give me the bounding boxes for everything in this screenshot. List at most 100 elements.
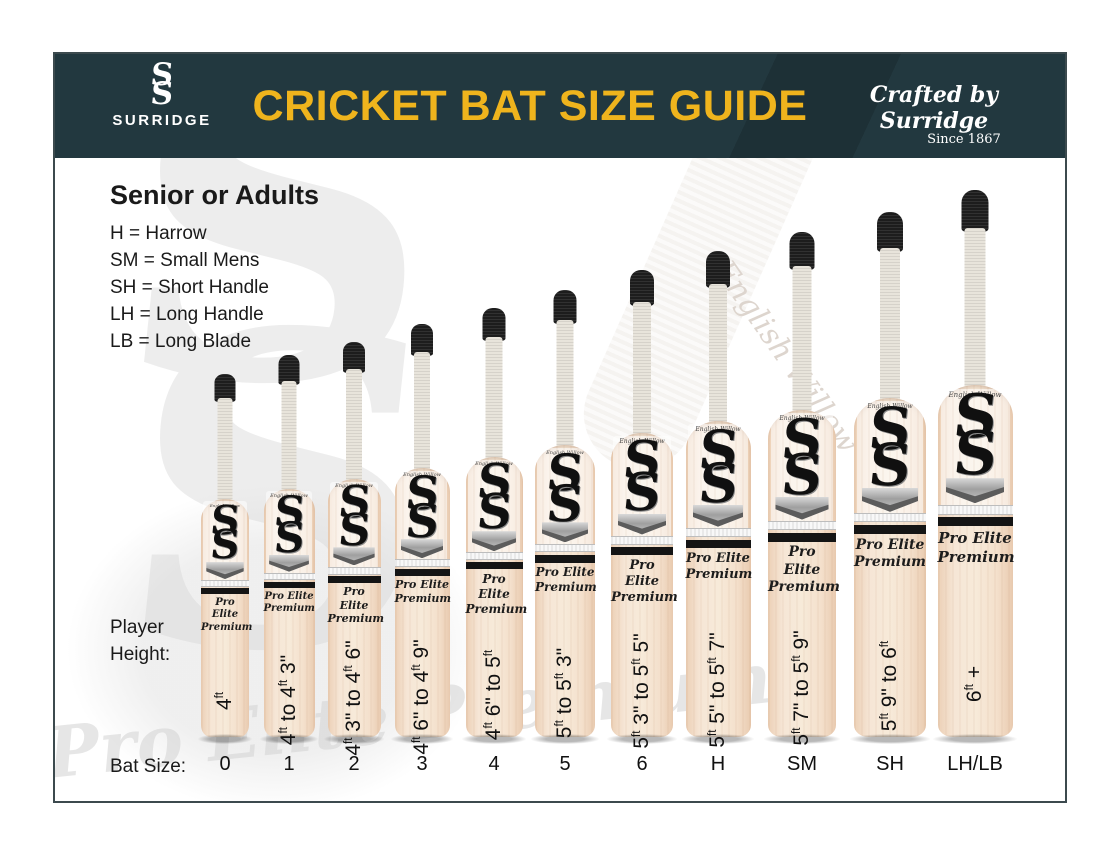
player-height-value: 6ft + bbox=[963, 666, 986, 703]
bats-illustration: English Willow S S Pro Elite Premium 4ft Engli… bbox=[55, 54, 1065, 801]
checkered-band bbox=[611, 536, 673, 546]
bat-size-4: English Willow S S Pro Elite Premium 4ft 6" t… bbox=[462, 308, 527, 744]
english-willow-text: English Willow bbox=[270, 492, 308, 499]
english-willow-text: English Willow bbox=[335, 483, 373, 490]
crafted-by-script: Crafted by Surridge bbox=[869, 82, 999, 134]
english-willow-text: English Willow bbox=[209, 502, 241, 508]
chevron-sticker-icon bbox=[945, 478, 1005, 504]
legend-item-short-handle: SH = Short Handle bbox=[110, 277, 269, 298]
player-height-value: 5ft 3" to 5ft 5" bbox=[630, 633, 653, 750]
english-willow-text: English Willow bbox=[867, 403, 913, 411]
bat-grip bbox=[553, 290, 577, 324]
bat-size-value: 3 bbox=[416, 753, 428, 775]
checkered-band bbox=[394, 559, 450, 568]
bat-blade: English Willow S S Pro Elite Premium 5ft 7" t… bbox=[768, 407, 840, 746]
bat-handle bbox=[880, 248, 900, 410]
bat-blade: English Willow S S Pro Elite Premium 6ft + bbox=[937, 382, 1015, 737]
bat-grip bbox=[343, 342, 365, 373]
bat-blade: English Willow S S Pro Elite Premium 5ft 9" t… bbox=[854, 395, 926, 737]
chevron-sticker-icon bbox=[861, 487, 919, 512]
checkered-band bbox=[263, 573, 315, 581]
bat-size-value: SM bbox=[787, 753, 817, 775]
bat-size-SM: English Willow S S Pro Elite Premium 5ft 7" t… bbox=[763, 232, 841, 746]
bat-handle bbox=[792, 266, 812, 422]
chevron-inner-icon bbox=[400, 545, 444, 559]
chevron-inner-icon bbox=[945, 487, 1005, 504]
bat-handle bbox=[346, 369, 362, 491]
bat-size-value: 6 bbox=[636, 753, 648, 775]
player-height-value: 5ft to 5ft 3" bbox=[553, 648, 576, 739]
bat-grip bbox=[789, 232, 815, 270]
english-willow-text: English Willow bbox=[948, 390, 1002, 399]
english-willow-text: English Willow bbox=[546, 449, 584, 456]
bat-shadow bbox=[607, 734, 677, 744]
bat-blade: English Willow S S Pro Elite Premium 4ft 6" t… bbox=[465, 454, 527, 741]
bat-grip bbox=[630, 270, 654, 306]
page-title: CRICKET BAT SIZE GUIDE bbox=[252, 82, 808, 130]
black-stripe bbox=[937, 517, 1013, 526]
player-height-value: 4ft 6" to 5ft bbox=[482, 649, 505, 741]
crafted-by-tagline: Crafted by Surridge Since 1867 bbox=[819, 82, 1049, 147]
chevron-inner-icon bbox=[775, 504, 829, 520]
player-height-value: 4ft bbox=[213, 692, 236, 711]
bat-blade: English Willow S S Pro Elite Premium 4ft bbox=[201, 497, 253, 737]
bat-size-value: H bbox=[710, 753, 726, 775]
bat-size-value: LH/LB bbox=[947, 753, 1003, 775]
black-stripe bbox=[535, 554, 595, 563]
bat-size-value: 0 bbox=[219, 753, 231, 775]
checkered-band bbox=[937, 504, 1013, 515]
bat-size-value: SH bbox=[876, 753, 904, 775]
pro-elite-premium-text: Pro Elite Premium bbox=[854, 536, 926, 571]
legend-item-small-mens: SM = Small Mens bbox=[110, 250, 260, 271]
black-stripe bbox=[201, 588, 249, 595]
pro-elite-premium-text: Pro Elite Premium bbox=[535, 564, 597, 594]
bat-shadow bbox=[763, 734, 841, 744]
bat-grip bbox=[961, 190, 989, 232]
bat-shadow bbox=[324, 734, 384, 744]
since-1867: Since 1867 bbox=[927, 132, 1001, 147]
bat-handle bbox=[964, 228, 986, 397]
bat-shadow bbox=[391, 734, 453, 744]
chevron-sticker-icon bbox=[541, 522, 589, 543]
chevron-sticker-icon bbox=[617, 513, 667, 535]
player-height-value: 5ft 7" to 5ft 9" bbox=[790, 630, 813, 746]
bat-size-5: English Willow S S Pro Elite Premium 5ft to 5… bbox=[531, 290, 599, 744]
black-stripe bbox=[263, 582, 315, 588]
bat-grip bbox=[214, 374, 236, 402]
legend-item-long-handle: LH = Long Handle bbox=[110, 304, 264, 325]
bat-shadow bbox=[260, 734, 318, 744]
chevron-sticker-icon bbox=[775, 496, 829, 520]
english-willow-text: English Willow bbox=[403, 472, 441, 479]
bat-grip bbox=[877, 212, 903, 252]
abbreviation-legend: H = Harrow SM = Small Mens SH = Short Ha… bbox=[110, 220, 269, 355]
pro-elite-premium-text: Pro Elite Premium bbox=[201, 596, 253, 633]
pro-elite-premium-text: Pro Elite Premium bbox=[937, 529, 1015, 567]
bat-size-H: English Willow S S Pro Elite Premium 5ft 5" t… bbox=[681, 251, 755, 747]
bat-shadow bbox=[849, 734, 931, 744]
bat-shadow bbox=[198, 734, 252, 744]
chevron-inner-icon bbox=[861, 496, 919, 512]
bat-shadow bbox=[681, 734, 755, 744]
player-height-label: Player Height: bbox=[110, 617, 171, 665]
chevron-inner-icon bbox=[206, 568, 244, 580]
bat-size-1: English Willow S S Pro Elite Premium 4ft to 4… bbox=[260, 355, 318, 745]
chevron-inner-icon bbox=[269, 560, 309, 572]
chevron-sticker-icon bbox=[333, 547, 375, 566]
bat-handle bbox=[485, 337, 503, 469]
chevron-inner-icon bbox=[471, 538, 517, 552]
surridge-wordmark: SURRIDGE bbox=[112, 112, 212, 130]
pro-elite-premium-text: Pro Elite Premium bbox=[327, 584, 385, 626]
checkered-band bbox=[201, 579, 249, 587]
player-height-value: 4ft 6" to 4ft 9" bbox=[410, 638, 433, 755]
bat-grip bbox=[482, 308, 506, 341]
chevron-inner-icon bbox=[541, 529, 589, 543]
bat-handle bbox=[633, 302, 651, 445]
